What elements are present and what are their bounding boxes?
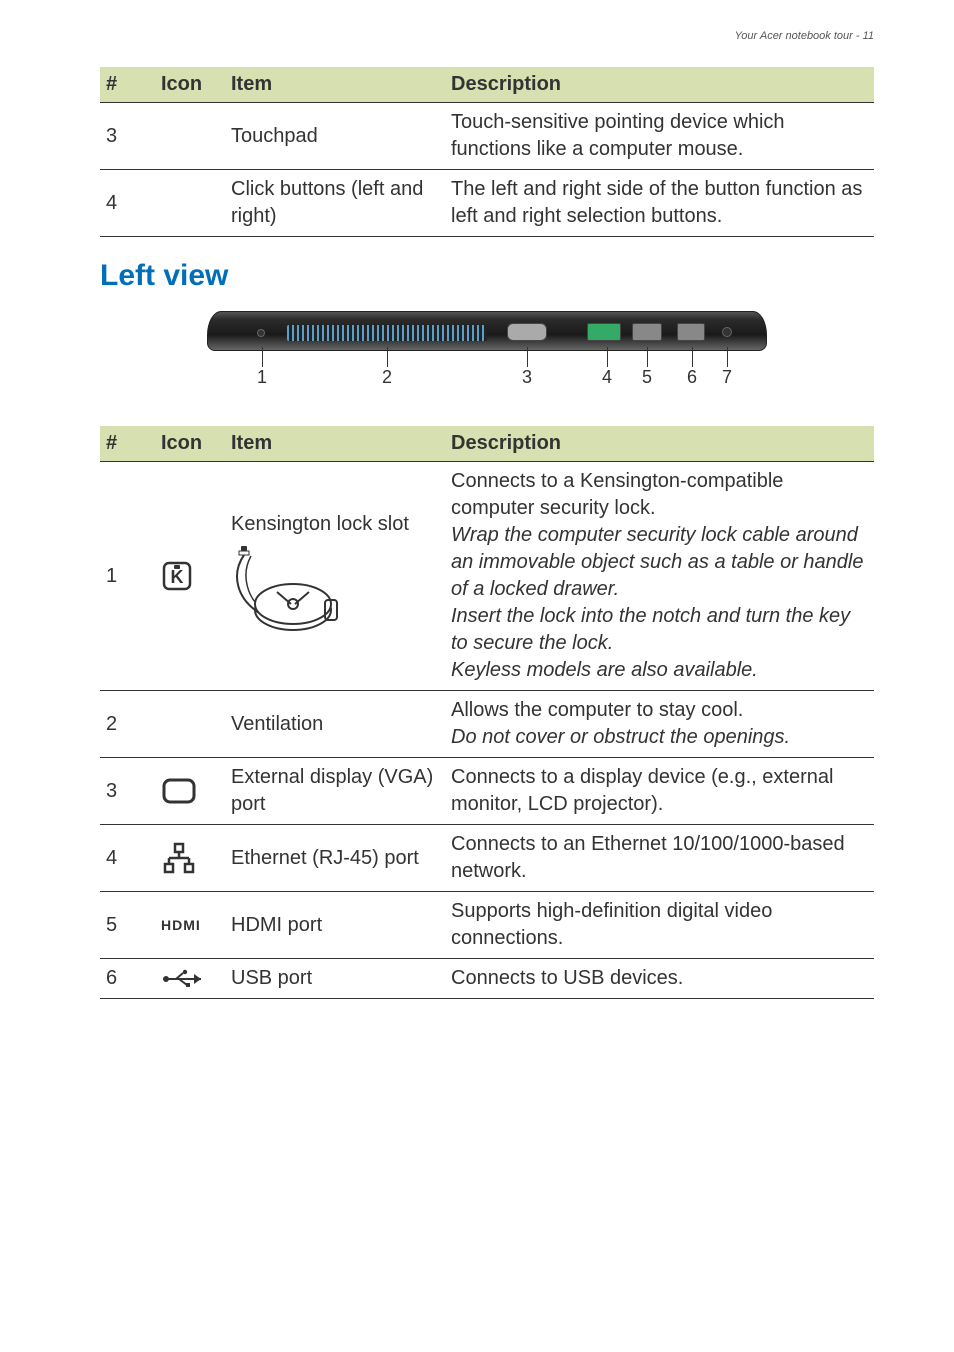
cell-num: 2 — [100, 691, 155, 758]
callout-label: 6 — [687, 367, 697, 388]
table-row: 6 USB port Connects to USB devices. — [100, 959, 874, 999]
cell-item: Ethernet (RJ-45) port — [225, 825, 445, 892]
table-row: 1 K Kensington lock slot — [100, 462, 874, 691]
kensington-slot-graphic — [257, 329, 265, 337]
desc-italic: Insert the lock into the notch and turn … — [451, 605, 850, 654]
callout-line — [262, 347, 263, 367]
cell-item: Kensington lock slot — [225, 462, 445, 691]
cell-desc: Connects to an Ethernet 10/100/1000-base… — [445, 825, 874, 892]
th-desc: Description — [445, 426, 874, 462]
cell-icon: HDMI — [155, 892, 225, 959]
cell-desc: Connects to a Kensington-compatible comp… — [445, 462, 874, 691]
left-view-table: # Icon Item Description 1 K Kensington l — [100, 426, 874, 999]
desc-italic: Wrap the computer security lock cable ar… — [451, 524, 863, 600]
th-item: Item — [225, 426, 445, 462]
callout-line — [727, 347, 728, 367]
callout-label: 2 — [382, 367, 392, 388]
table-row: 5 HDMI HDMI port Supports high-definitio… — [100, 892, 874, 959]
cell-num: 3 — [100, 758, 155, 825]
cell-icon — [155, 170, 225, 237]
callout-line — [692, 347, 693, 367]
left-view-figure: 1 2 3 4 5 6 7 — [100, 311, 874, 371]
callout-label: 3 — [522, 367, 532, 388]
cell-icon — [155, 758, 225, 825]
callout-label: 4 — [602, 367, 612, 388]
top-table: # Icon Item Description 3 Touchpad Touch… — [100, 67, 874, 237]
cell-desc: Supports high-definition digital video c… — [445, 892, 874, 959]
item-text: Kensington lock slot — [231, 513, 409, 535]
desc-text: Connects to a Kensington-compatible comp… — [451, 470, 783, 519]
th-num: # — [100, 426, 155, 462]
cell-icon — [155, 691, 225, 758]
cell-item: Click buttons (left and right) — [225, 170, 445, 237]
ethernet-icon — [161, 842, 197, 874]
page-header: Your Acer notebook tour - 11 — [100, 30, 874, 42]
callout-line — [527, 347, 528, 367]
th-item: Item — [225, 67, 445, 103]
cell-icon: K — [155, 462, 225, 691]
usb-icon — [161, 969, 207, 989]
table-row: 4 Click buttons (left and right) The lef… — [100, 170, 874, 237]
table-row: 4 Ethernet (RJ-45) port Connects to an E… — [100, 825, 874, 892]
th-icon: Icon — [155, 426, 225, 462]
display-icon — [161, 777, 197, 805]
section-title-left-view: Left view — [100, 259, 874, 293]
table-row: 3 Touchpad Touch-sensitive pointing devi… — [100, 103, 874, 170]
callout-label: 5 — [642, 367, 652, 388]
hdmi-icon: HDMI — [161, 916, 217, 934]
svg-text:K: K — [171, 567, 184, 587]
callout-line — [607, 347, 608, 367]
callout-label: 7 — [722, 367, 732, 388]
desc-italic: Do not cover or obstruct the openings. — [451, 726, 790, 748]
cell-desc: The left and right side of the button fu… — [445, 170, 874, 237]
desc-text: Allows the computer to stay cool. — [451, 699, 743, 721]
table-row: 3 External display (VGA) port Connects t… — [100, 758, 874, 825]
cell-num: 1 — [100, 462, 155, 691]
cell-num: 5 — [100, 892, 155, 959]
cell-icon — [155, 103, 225, 170]
cell-icon — [155, 959, 225, 999]
ventilation-graphic — [287, 325, 487, 341]
cell-num: 4 — [100, 170, 155, 237]
callout-line — [647, 347, 648, 367]
callout-label: 1 — [257, 367, 267, 388]
usb-port-graphic — [677, 323, 705, 341]
th-num: # — [100, 67, 155, 103]
svg-text:HDMI: HDMI — [161, 917, 201, 933]
cell-desc: Connects to a display device (e.g., exte… — [445, 758, 874, 825]
hdmi-port-graphic — [632, 323, 662, 341]
cell-item: HDMI port — [225, 892, 445, 959]
cell-desc: Connects to USB devices. — [445, 959, 874, 999]
cell-item: External display (VGA) port — [225, 758, 445, 825]
cell-num: 4 — [100, 825, 155, 892]
cell-desc: Allows the computer to stay cool. Do not… — [445, 691, 874, 758]
cell-num: 3 — [100, 103, 155, 170]
callout-line — [387, 347, 388, 367]
desc-italic: Keyless models are also available. — [451, 659, 758, 681]
cell-item: Ventilation — [225, 691, 445, 758]
ethernet-port-graphic — [587, 323, 621, 341]
cell-icon — [155, 825, 225, 892]
cell-num: 6 — [100, 959, 155, 999]
th-desc: Description — [445, 67, 874, 103]
kensington-lock-icon: K — [161, 560, 193, 592]
vga-port-graphic — [507, 323, 547, 341]
cell-desc: Touch-sensitive pointing device which fu… — [445, 103, 874, 170]
cell-item: USB port — [225, 959, 445, 999]
table-row: 2 Ventilation Allows the computer to sta… — [100, 691, 874, 758]
cell-item: Touchpad — [225, 103, 445, 170]
th-icon: Icon — [155, 67, 225, 103]
jack-port-graphic — [722, 327, 732, 337]
lock-illustration — [231, 544, 439, 642]
